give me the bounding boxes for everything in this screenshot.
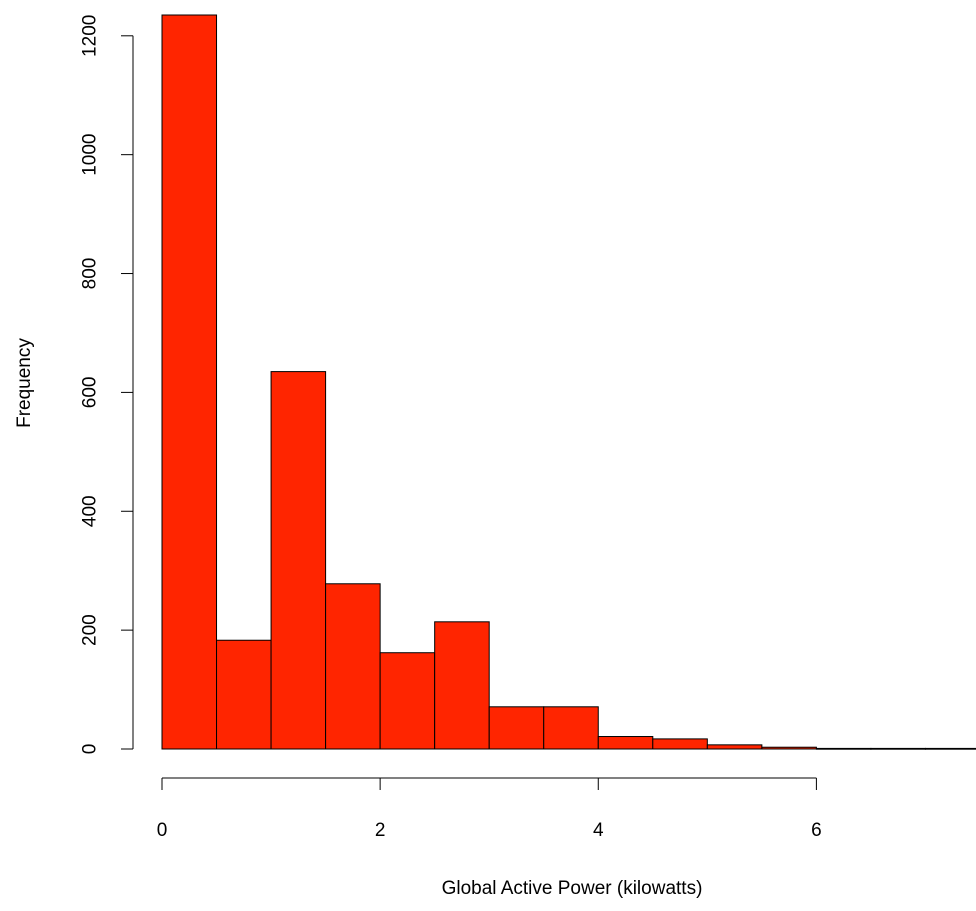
histogram-bar [434, 621, 490, 750]
y-tick-label: 1200 [80, 15, 101, 57]
x-axis-title: Global Active Power (kilowatts) [442, 878, 703, 899]
y-tick-label: 400 [80, 495, 101, 527]
x-tick-label: 4 [593, 820, 604, 841]
y-tick-label: 0 [80, 744, 101, 755]
y-axis-title: Frequency [14, 338, 35, 428]
histogram-bar [488, 706, 545, 750]
histogram-bar [379, 652, 436, 750]
histogram-bar [216, 639, 272, 750]
bars-group [161, 14, 976, 750]
y-tick-label: 1000 [80, 134, 101, 176]
y-tick-label: 200 [80, 614, 101, 646]
histogram-bar [924, 747, 976, 750]
y-tick-label: 800 [80, 258, 101, 290]
x-tick-label: 2 [375, 820, 386, 841]
y-tick-label: 600 [80, 377, 101, 409]
x-tick-label: 0 [157, 820, 168, 841]
histogram-bar [161, 14, 218, 750]
histogram-bar [543, 706, 599, 750]
histogram-bar [652, 738, 708, 750]
histogram-bar [270, 371, 327, 750]
x-tick-label: 6 [811, 820, 822, 841]
histogram-bar [870, 747, 926, 750]
histogram-bar [815, 747, 872, 750]
histogram-bar [706, 744, 763, 750]
histogram-bar [325, 583, 381, 750]
x-axis: 0 2 4 6 [157, 777, 822, 841]
y-axis: 0 200 400 600 800 1000 1200 [80, 15, 134, 755]
histogram-bar [761, 746, 817, 750]
histogram-bar [597, 736, 654, 750]
